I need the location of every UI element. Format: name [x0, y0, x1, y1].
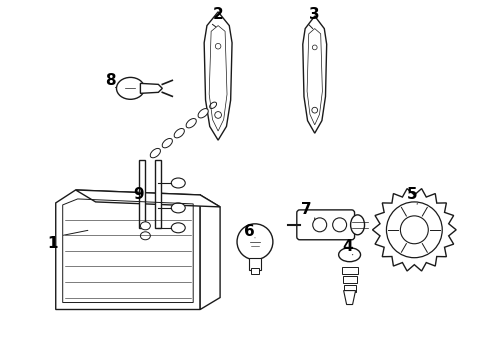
Bar [140, 160, 146, 228]
Ellipse shape [186, 118, 196, 128]
Ellipse shape [174, 129, 184, 138]
Ellipse shape [198, 109, 208, 118]
Bar [155, 160, 161, 228]
Text: 8: 8 [105, 73, 116, 88]
Text: 6: 6 [244, 224, 254, 239]
Ellipse shape [350, 215, 365, 235]
Bar [251, 268, 259, 274]
Text: 7: 7 [301, 202, 312, 217]
Polygon shape [141, 84, 162, 93]
Bar [343, 276, 357, 283]
Polygon shape [75, 190, 220, 207]
Ellipse shape [172, 203, 185, 213]
Ellipse shape [172, 178, 185, 188]
Text: 9: 9 [133, 188, 144, 202]
Circle shape [215, 44, 221, 49]
Circle shape [312, 45, 317, 50]
Bar [343, 285, 356, 292]
Ellipse shape [117, 77, 145, 99]
Ellipse shape [150, 148, 160, 158]
Circle shape [387, 202, 442, 258]
Polygon shape [372, 189, 456, 271]
Ellipse shape [210, 102, 217, 108]
Circle shape [237, 224, 273, 260]
Circle shape [333, 218, 346, 232]
Polygon shape [204, 12, 232, 140]
Polygon shape [303, 16, 327, 133]
FancyBboxPatch shape [297, 210, 355, 240]
Circle shape [400, 216, 428, 244]
Text: 5: 5 [407, 188, 417, 202]
Polygon shape [343, 291, 356, 305]
Text: 2: 2 [213, 7, 223, 22]
Text: 3: 3 [309, 7, 320, 22]
Bar [249, 258, 261, 270]
Bar [342, 267, 358, 274]
Text: 1: 1 [48, 236, 58, 251]
Ellipse shape [172, 223, 185, 233]
Circle shape [312, 107, 318, 113]
Circle shape [215, 112, 221, 118]
Text: 4: 4 [343, 239, 353, 254]
Circle shape [313, 218, 327, 232]
Ellipse shape [162, 139, 172, 148]
Ellipse shape [339, 248, 361, 262]
Ellipse shape [141, 222, 150, 230]
Polygon shape [56, 190, 200, 310]
Ellipse shape [141, 232, 150, 240]
Polygon shape [200, 195, 220, 310]
